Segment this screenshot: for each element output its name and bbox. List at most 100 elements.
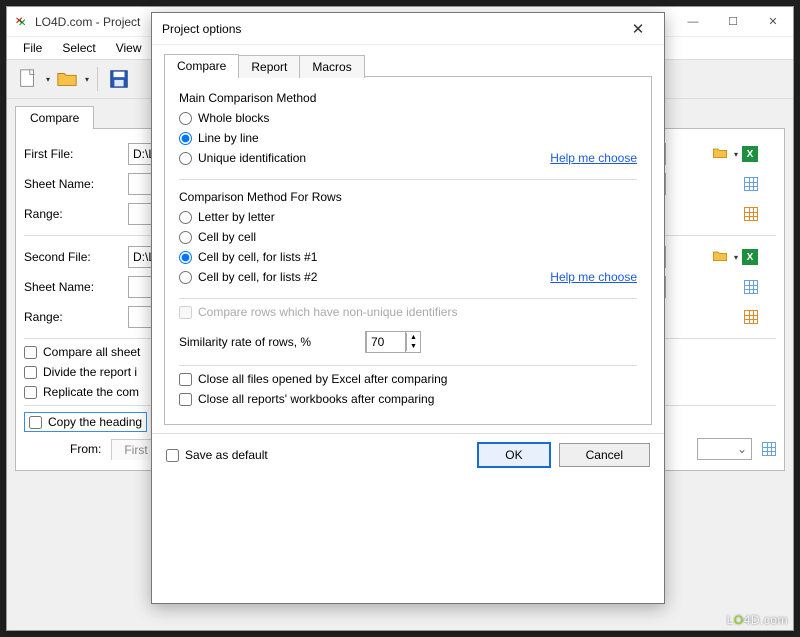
dialog-tabs: Compare Report Macros: [164, 53, 652, 76]
radio-whole-blocks-label: Whole blocks: [198, 111, 269, 125]
copy-heading-label: Copy the heading: [48, 415, 142, 429]
menu-select[interactable]: Select: [54, 39, 103, 57]
radio-unique-id[interactable]: Unique identification Help me choose: [179, 151, 637, 165]
check-close-reports[interactable]: Close all reports' workbooks after compa…: [179, 392, 637, 406]
radio-cell[interactable]: Cell by cell: [179, 230, 637, 244]
radio-cell-list2-input[interactable]: [179, 271, 192, 284]
row-method-group: Comparison Method For Rows Letter by let…: [179, 186, 637, 299]
watermark: LO4D.com: [727, 611, 788, 627]
cancel-button[interactable]: Cancel: [559, 443, 650, 467]
grid-icon-orange-2[interactable]: [744, 310, 758, 324]
radio-line-by-line-input[interactable]: [179, 132, 192, 145]
range-label-2: Range:: [24, 310, 122, 324]
dialog-footer: Save as default OK Cancel: [152, 433, 664, 476]
tab-macros[interactable]: Macros: [299, 55, 364, 78]
check-close-files[interactable]: Close all files opened by Excel after co…: [179, 372, 637, 386]
browse-dropdown-icon-2[interactable]: ▾: [734, 253, 738, 262]
first-file-label: First File:: [24, 147, 122, 161]
radio-letter-input[interactable]: [179, 211, 192, 224]
radio-cell-list2[interactable]: Cell by cell, for lists #2 Help me choose: [179, 270, 637, 284]
nonunique-label: Compare rows which have non-unique ident…: [198, 305, 457, 319]
main-method-title: Main Comparison Method: [179, 91, 637, 105]
radio-unique-id-label: Unique identification: [198, 151, 306, 165]
radio-cell-list1-label: Cell by cell, for lists #1: [198, 250, 317, 264]
radio-whole-blocks-input[interactable]: [179, 112, 192, 125]
tab-compare[interactable]: Compare: [15, 106, 94, 129]
new-dropdown-icon[interactable]: ▾: [46, 75, 50, 84]
save-default-label: Save as default: [185, 448, 268, 462]
radio-line-by-line[interactable]: Line by line: [179, 131, 637, 145]
tab-compare-dlg[interactable]: Compare: [164, 54, 239, 77]
dialog-panel: Main Comparison Method Whole blocks Line…: [164, 76, 652, 425]
similarity-spinner[interactable]: ▲▼: [365, 331, 421, 353]
radio-cell-input[interactable]: [179, 231, 192, 244]
grid-icon[interactable]: [744, 177, 758, 191]
range-label: Range:: [24, 207, 122, 221]
copy-heading-checkbox[interactable]: [29, 416, 42, 429]
radio-line-by-line-label: Line by line: [198, 131, 259, 145]
compare-all-label: Compare all sheet: [43, 345, 140, 359]
excel-icon-2[interactable]: X: [742, 249, 758, 265]
browse-dropdown-icon[interactable]: ▾: [734, 150, 738, 159]
radio-cell-list1[interactable]: Cell by cell, for lists #1: [179, 250, 637, 264]
similarity-label: Similarity rate of rows, %: [179, 335, 359, 349]
compare-all-checkbox[interactable]: [24, 346, 37, 359]
window-buttons: — ☐ ✕: [673, 8, 793, 36]
menu-view[interactable]: View: [108, 39, 150, 57]
grid-icon-2[interactable]: [744, 280, 758, 294]
divide-checkbox[interactable]: [24, 366, 37, 379]
toolbar-separator: [97, 67, 98, 91]
dialog-title: Project options: [162, 22, 241, 36]
browse-icon[interactable]: [711, 145, 729, 164]
excel-icon[interactable]: X: [742, 146, 758, 162]
close-button[interactable]: ✕: [753, 8, 793, 36]
radio-cell-list2-label: Cell by cell, for lists #2: [198, 270, 317, 284]
new-button[interactable]: [15, 66, 41, 92]
maximize-button[interactable]: ☐: [713, 8, 753, 36]
radio-whole-blocks[interactable]: Whole blocks: [179, 111, 637, 125]
main-method-group: Main Comparison Method Whole blocks Line…: [179, 87, 637, 180]
replicate-label: Replicate the com: [43, 385, 139, 399]
minimize-button[interactable]: —: [673, 8, 713, 36]
open-dropdown-icon[interactable]: ▾: [85, 75, 89, 84]
project-options-dialog: Project options ✕ Compare Report Macros …: [151, 12, 665, 604]
row-method-title: Comparison Method For Rows: [179, 190, 637, 204]
radio-letter-label: Letter by letter: [198, 210, 275, 224]
dialog-close-button[interactable]: ✕: [622, 20, 654, 38]
dialog-body: Compare Report Macros Main Comparison Me…: [152, 45, 664, 433]
window-title: LO4D.com - Project: [35, 15, 140, 29]
spinner-up-icon[interactable]: ▲: [407, 333, 420, 342]
menu-file[interactable]: File: [15, 39, 50, 57]
check-save-default[interactable]: Save as default: [166, 448, 268, 462]
tab-report[interactable]: Report: [238, 55, 300, 78]
from-combo[interactable]: [697, 438, 752, 460]
close-files-checkbox[interactable]: [179, 373, 192, 386]
save-button[interactable]: [106, 66, 132, 92]
check-nonunique: Compare rows which have non-unique ident…: [179, 305, 637, 319]
radio-unique-id-input[interactable]: [179, 152, 192, 165]
from-label: From:: [70, 442, 101, 456]
similarity-row: Similarity rate of rows, % ▲▼: [179, 325, 637, 359]
radio-letter[interactable]: Letter by letter: [179, 210, 637, 224]
grid-icon-orange[interactable]: [744, 207, 758, 221]
close-reports-checkbox[interactable]: [179, 393, 192, 406]
close-files-label: Close all files opened by Excel after co…: [198, 372, 447, 386]
help-link-main[interactable]: Help me choose: [550, 151, 637, 165]
similarity-input[interactable]: [366, 331, 406, 353]
dialog-divider: [179, 365, 637, 366]
close-reports-label: Close all reports' workbooks after compa…: [198, 392, 434, 406]
second-file-label: Second File:: [24, 250, 122, 264]
spinner-arrows[interactable]: ▲▼: [406, 333, 420, 351]
grid-icon-from[interactable]: [762, 442, 776, 456]
radio-cell-list1-input[interactable]: [179, 251, 192, 264]
nonunique-checkbox: [179, 306, 192, 319]
replicate-checkbox[interactable]: [24, 386, 37, 399]
app-icon: [13, 14, 29, 30]
spinner-down-icon[interactable]: ▼: [407, 342, 420, 351]
browse-icon-2[interactable]: [711, 248, 729, 267]
ok-button[interactable]: OK: [477, 442, 550, 468]
divide-label: Divide the report i: [43, 365, 137, 379]
help-link-rows[interactable]: Help me choose: [550, 270, 637, 284]
save-default-checkbox[interactable]: [166, 449, 179, 462]
open-button[interactable]: [54, 66, 80, 92]
